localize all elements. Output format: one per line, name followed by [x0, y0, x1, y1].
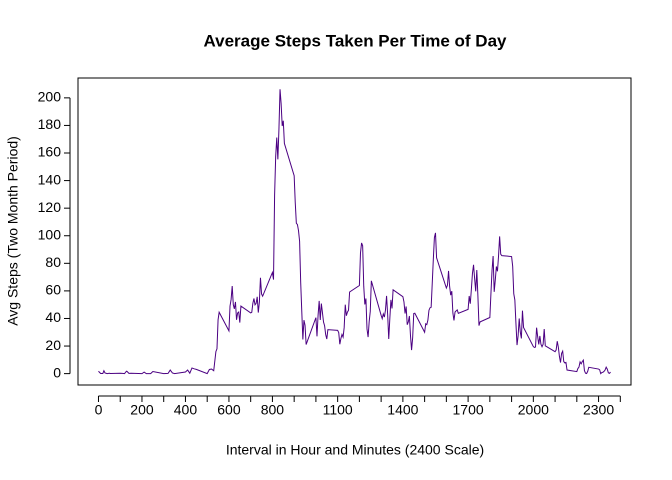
y-tick-label: 40 — [45, 309, 61, 325]
x-tick-label: 400 — [174, 402, 198, 418]
y-tick-label: 180 — [38, 116, 62, 132]
y-tick-label: 100 — [38, 226, 62, 242]
x-tick-label: 600 — [217, 402, 241, 418]
plot-box — [77, 77, 632, 386]
x-tick-label: 1700 — [453, 402, 484, 418]
y-tick-label: 80 — [45, 254, 61, 270]
y-tick-label: 200 — [38, 89, 62, 105]
chart-title: Average Steps Taken Per Time of Day — [204, 31, 508, 50]
y-tick-label: 60 — [45, 282, 61, 298]
x-tick-label: 200 — [130, 402, 154, 418]
y-tick-label: 120 — [38, 199, 62, 215]
y-tick-label: 0 — [53, 364, 61, 380]
x-axis-label: Interval in Hour and Minutes (2400 Scale… — [226, 442, 484, 458]
x-tick-label: 1400 — [387, 402, 418, 418]
x-tick-label: 800 — [261, 402, 285, 418]
x-tick-label: 1100 — [323, 402, 353, 418]
x-tick-label: 0 — [95, 402, 103, 418]
x-tick-label: 2000 — [518, 402, 549, 418]
y-tick-label: 20 — [45, 337, 61, 353]
y-tick-label: 140 — [38, 171, 62, 187]
y-tick-label: 160 — [38, 144, 62, 160]
data-line — [98, 89, 611, 375]
y-axis-label: Avg Steps (Two Month Period) — [5, 136, 21, 326]
x-tick-label: 2300 — [583, 402, 614, 418]
